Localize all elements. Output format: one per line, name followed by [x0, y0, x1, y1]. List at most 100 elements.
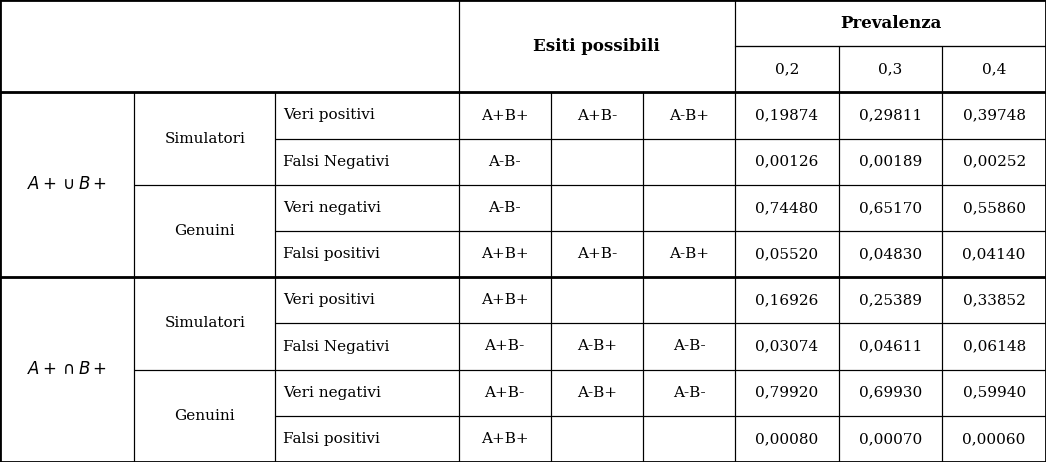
Bar [839, 92, 942, 139]
Text: 0,59940: 0,59940 [962, 386, 1026, 400]
Text: $\mathit{A+} \cap \mathit{B+}$: $\mathit{A+} \cap \mathit{B+}$ [27, 361, 107, 378]
Text: $\mathit{A+} \cup \mathit{B+}$: $\mathit{A+} \cup \mathit{B+}$ [27, 176, 107, 193]
Bar [551, 231, 643, 277]
Bar [551, 185, 643, 231]
Text: Veri positivi: Veri positivi [282, 109, 374, 122]
Bar [458, 185, 551, 231]
Text: 0,19874: 0,19874 [755, 109, 818, 122]
Bar [458, 92, 551, 139]
Bar [458, 231, 551, 277]
Bar [134, 277, 275, 370]
Text: A+B-: A+B- [484, 386, 525, 400]
Bar [134, 185, 275, 277]
Bar [735, 139, 839, 185]
Bar [735, 323, 839, 370]
Bar [551, 277, 643, 323]
Bar [643, 92, 735, 139]
Bar [134, 370, 275, 462]
Bar [275, 323, 458, 370]
Text: 0,33852: 0,33852 [962, 293, 1026, 307]
Text: A-B-: A-B- [673, 386, 705, 400]
Text: 0,00252: 0,00252 [962, 155, 1026, 169]
Bar [551, 92, 643, 139]
Text: 0,04140: 0,04140 [962, 247, 1026, 261]
Bar [942, 370, 1046, 416]
Text: A+B+: A+B+ [481, 247, 528, 261]
Text: A-B-: A-B- [673, 340, 705, 353]
Bar [735, 0, 1046, 46]
Text: 0,65170: 0,65170 [859, 201, 923, 215]
Text: Veri positivi: Veri positivi [282, 293, 374, 307]
Bar [458, 416, 551, 462]
Bar [0, 0, 458, 92]
Text: Falsi positivi: Falsi positivi [282, 247, 380, 261]
Text: 0,16926: 0,16926 [755, 293, 819, 307]
Bar [735, 416, 839, 462]
Bar [643, 416, 735, 462]
Text: 0,39748: 0,39748 [962, 109, 1026, 122]
Bar [839, 185, 942, 231]
Bar [839, 46, 942, 92]
Text: Falsi Negativi: Falsi Negativi [282, 155, 389, 169]
Bar [942, 323, 1046, 370]
Text: 0,03074: 0,03074 [755, 340, 818, 353]
Bar [643, 139, 735, 185]
Bar [839, 231, 942, 277]
Bar [839, 370, 942, 416]
Bar [735, 92, 839, 139]
Text: 0,00070: 0,00070 [859, 432, 923, 446]
Text: A-B+: A-B+ [576, 340, 617, 353]
Bar [275, 231, 458, 277]
Text: Genuini: Genuini [175, 409, 235, 423]
Bar [942, 46, 1046, 92]
Text: A+B-: A+B- [484, 340, 525, 353]
Text: Simulatori: Simulatori [164, 316, 245, 330]
Text: 0,00060: 0,00060 [962, 432, 1026, 446]
Bar [942, 185, 1046, 231]
Text: 0,06148: 0,06148 [962, 340, 1026, 353]
Bar [643, 323, 735, 370]
Bar [735, 277, 839, 323]
Text: 0,05520: 0,05520 [755, 247, 818, 261]
Bar [942, 231, 1046, 277]
Bar [643, 231, 735, 277]
Bar [275, 92, 458, 139]
Bar [0, 277, 134, 462]
Bar [942, 416, 1046, 462]
Bar [551, 416, 643, 462]
Bar [458, 370, 551, 416]
Bar [839, 323, 942, 370]
Text: 0,04611: 0,04611 [859, 340, 923, 353]
Text: Prevalenza: Prevalenza [840, 15, 941, 31]
Bar [735, 46, 839, 92]
Text: A-B+: A-B+ [576, 386, 617, 400]
Text: Genuini: Genuini [175, 224, 235, 238]
Text: A-B-: A-B- [488, 155, 521, 169]
Bar [942, 139, 1046, 185]
Text: Falsi Negativi: Falsi Negativi [282, 340, 389, 353]
Bar [458, 0, 735, 92]
Bar [643, 185, 735, 231]
Bar [643, 277, 735, 323]
Text: A+B+: A+B+ [481, 432, 528, 446]
Text: 0,2: 0,2 [775, 62, 799, 76]
Bar [942, 92, 1046, 139]
Bar [942, 277, 1046, 323]
Bar [0, 92, 134, 277]
Bar [643, 370, 735, 416]
Bar [134, 92, 275, 185]
Text: Falsi positivi: Falsi positivi [282, 432, 380, 446]
Text: A+B+: A+B+ [481, 109, 528, 122]
Text: 0,69930: 0,69930 [859, 386, 923, 400]
Bar [551, 323, 643, 370]
Text: 0,00080: 0,00080 [755, 432, 818, 446]
Bar [735, 370, 839, 416]
Text: Veri negativi: Veri negativi [282, 386, 381, 400]
Text: A-B+: A-B+ [669, 247, 709, 261]
Text: 0,00126: 0,00126 [755, 155, 819, 169]
Text: A+B+: A+B+ [481, 293, 528, 307]
Text: 0,25389: 0,25389 [859, 293, 922, 307]
Text: 0,79920: 0,79920 [755, 386, 818, 400]
Bar [839, 416, 942, 462]
Bar [551, 370, 643, 416]
